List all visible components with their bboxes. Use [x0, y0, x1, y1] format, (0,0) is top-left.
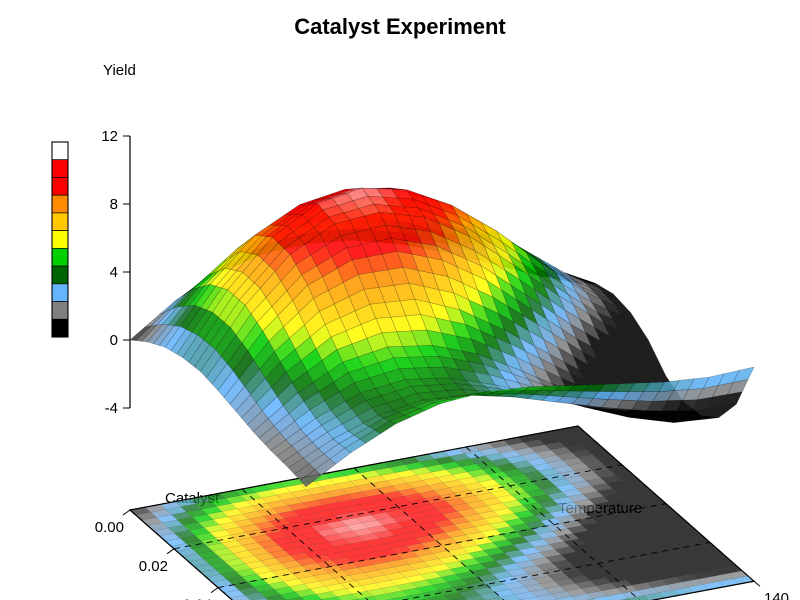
svg-text:0.04: 0.04	[183, 597, 212, 600]
svg-text:-4: -4	[105, 400, 118, 417]
svg-text:12: 12	[101, 128, 118, 145]
svg-text:8: 8	[110, 196, 118, 213]
colorbar	[52, 142, 68, 337]
surface-plot-3d: -4048120.000.020.040.060.086080100120140	[0, 0, 800, 600]
svg-text:0.00: 0.00	[95, 519, 124, 536]
svg-text:0: 0	[110, 332, 118, 349]
svg-text:140: 140	[764, 590, 789, 600]
svg-text:4: 4	[110, 264, 118, 281]
svg-text:0.02: 0.02	[139, 558, 168, 575]
